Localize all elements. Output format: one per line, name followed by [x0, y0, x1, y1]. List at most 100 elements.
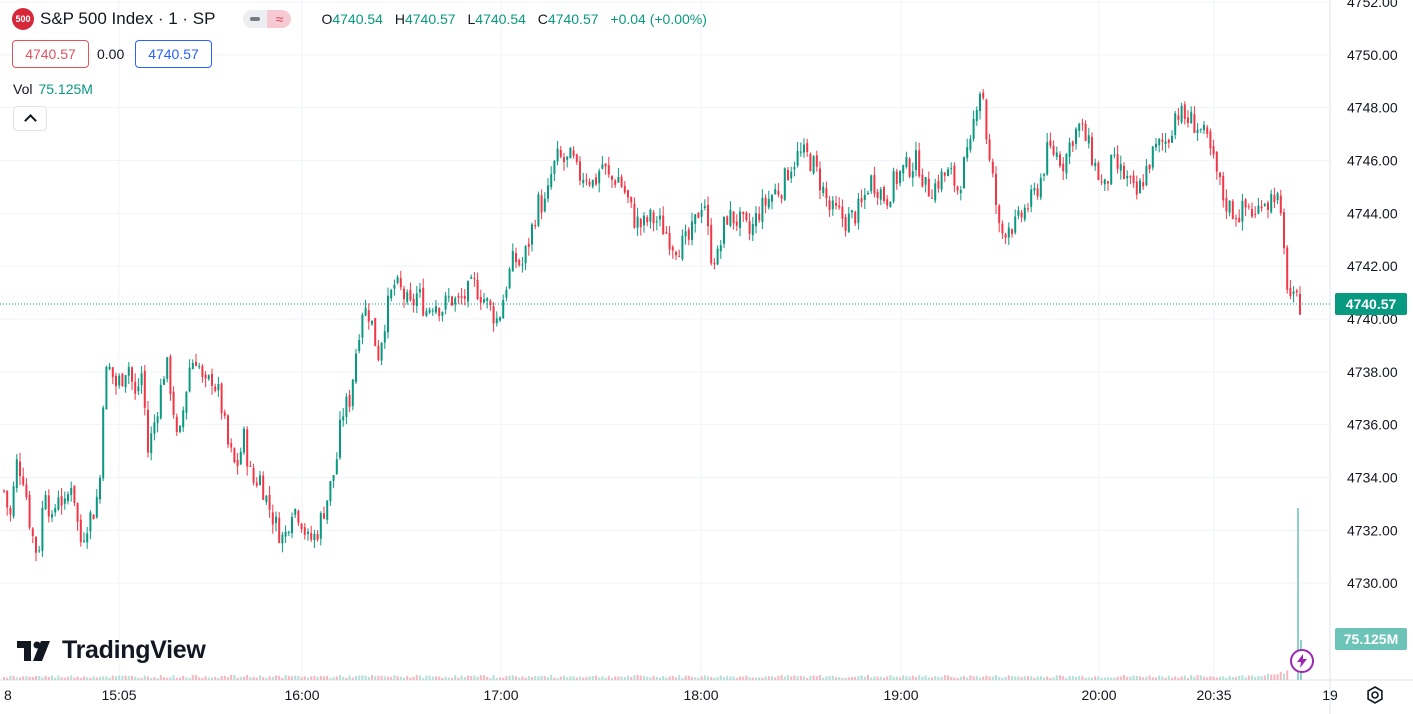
candle-body	[214, 386, 217, 391]
volume-bar	[511, 675, 514, 680]
volume-bar	[508, 675, 511, 680]
candle-body	[1052, 145, 1055, 155]
buy-button[interactable]: 4740.57	[135, 40, 212, 68]
candle-body	[950, 168, 953, 170]
volume-bar	[230, 675, 233, 680]
volume-bar	[438, 676, 441, 680]
candle-body	[591, 179, 594, 187]
candle-body	[1257, 205, 1260, 214]
collapse-legend-button[interactable]	[13, 106, 47, 131]
tradingview-wordmark: TradingView	[62, 636, 206, 664]
candle-body	[428, 309, 431, 313]
candle-body	[1164, 141, 1167, 144]
volume-bar	[950, 676, 953, 680]
candle-body	[447, 296, 450, 298]
candle-body	[70, 487, 73, 495]
candle-body	[1177, 115, 1180, 120]
volume-bar	[9, 675, 12, 680]
candle-body	[28, 494, 31, 528]
volume-bar	[665, 677, 668, 680]
volume-bar	[585, 677, 588, 680]
candle-body	[739, 211, 741, 228]
candle-body	[89, 512, 92, 532]
candle-body	[1043, 174, 1045, 176]
candle-body	[380, 342, 383, 361]
volume-bar	[972, 676, 975, 680]
candle-body	[505, 289, 508, 298]
volume-bar	[179, 677, 181, 680]
candle-body	[6, 490, 9, 508]
price-tick-label: 4748.00	[1347, 100, 1398, 116]
candle-body	[179, 425, 181, 432]
candle-body	[233, 448, 236, 463]
volume-bar	[991, 676, 994, 680]
volume-bar	[447, 677, 450, 680]
candle-body	[259, 475, 261, 485]
volume-bar	[556, 677, 559, 680]
candle-body	[1222, 175, 1225, 201]
market-status-icon[interactable]	[243, 10, 268, 28]
candle-body	[1283, 212, 1285, 249]
candle-body	[681, 235, 684, 260]
sell-button[interactable]: 4740.57	[12, 40, 89, 68]
candle-body	[780, 195, 783, 199]
candle-body	[604, 163, 607, 167]
candle-body	[1119, 164, 1122, 171]
volume-legend: Vol 75.125M	[13, 81, 93, 97]
candle-body	[451, 296, 453, 306]
candle-body	[1097, 162, 1100, 181]
tradingview-logo[interactable]: TradingView	[17, 636, 206, 665]
candle-body	[1113, 154, 1116, 156]
volume-bar	[761, 677, 764, 680]
candle-body	[406, 292, 409, 302]
price-tick-label: 4746.00	[1347, 153, 1398, 169]
candle-body	[662, 215, 665, 235]
volume-bar	[28, 676, 31, 680]
candle-body	[268, 494, 271, 510]
candle-body	[1100, 181, 1103, 183]
candle-body	[879, 189, 882, 200]
volume-bar	[425, 675, 428, 680]
volume-bar	[1039, 675, 1042, 680]
candle-body	[182, 410, 185, 428]
candle-body	[41, 507, 44, 551]
volume-bar	[502, 677, 505, 680]
volume-bar	[1231, 677, 1234, 680]
candle-body	[73, 485, 76, 503]
lightning-icon[interactable]	[1290, 649, 1314, 673]
volume-bar	[47, 676, 50, 680]
candle-body	[431, 310, 434, 312]
volume-bar	[403, 677, 405, 680]
symbol-title[interactable]: S&P 500 Index · 1 · SP	[40, 9, 216, 28]
volume-bar	[1203, 676, 1205, 680]
volume-bar	[694, 677, 697, 680]
volume-bar	[646, 676, 649, 680]
gear-icon[interactable]	[1364, 684, 1386, 706]
volume-bar	[1257, 675, 1260, 680]
candle-body	[1273, 195, 1276, 203]
volume-bar	[607, 675, 610, 680]
volume-bar	[150, 677, 153, 680]
status-pills[interactable]: ≈	[243, 10, 292, 28]
candle-body	[630, 196, 633, 203]
candle-body	[108, 366, 111, 370]
volume-bar	[1244, 677, 1247, 680]
candle-body	[655, 221, 658, 223]
volume-bar	[1219, 676, 1221, 680]
candle-body	[934, 183, 937, 201]
volume-bar	[505, 676, 508, 680]
volume-bar	[771, 676, 773, 680]
volume-bar	[892, 676, 895, 680]
candle-body	[1001, 223, 1004, 234]
volume-bar	[876, 676, 879, 680]
volume-bar	[998, 677, 1001, 680]
delayed-data-icon[interactable]: ≈	[267, 10, 292, 28]
candle-body	[483, 299, 485, 303]
candle-body	[124, 375, 127, 388]
volume-bar	[915, 677, 917, 680]
candle-body	[716, 248, 719, 265]
volume-bar	[1017, 676, 1020, 680]
candle-body	[643, 215, 645, 226]
candle-body	[639, 218, 642, 228]
